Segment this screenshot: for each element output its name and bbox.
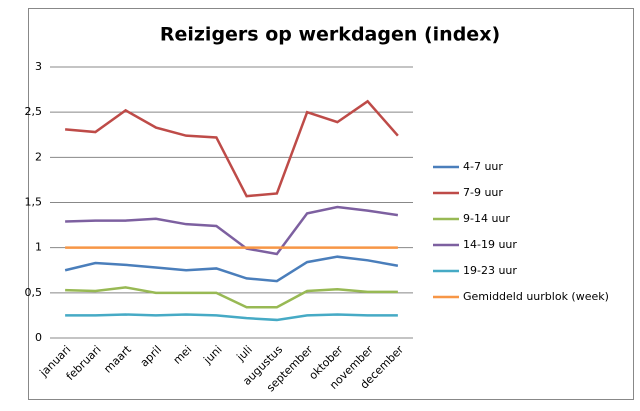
y-tick-label: 3 xyxy=(35,60,42,73)
line-series xyxy=(65,205,399,256)
line-series xyxy=(64,255,399,283)
legend-label: 14-19 uur xyxy=(463,238,517,251)
legend-label: 4-7 uur xyxy=(463,160,503,173)
legend-label: Gemiddeld uurblok (week) xyxy=(463,290,609,303)
legend-label: 9-14 uur xyxy=(463,212,510,225)
legend-label: 7-9 uur xyxy=(463,186,503,199)
chart-title: Reizigers op werkdagen (index) xyxy=(160,24,500,46)
y-tick-label: 0 xyxy=(35,331,42,344)
line-series xyxy=(65,313,398,322)
line-series xyxy=(65,99,399,198)
legend-label: 19-23 uur xyxy=(463,264,517,277)
chart-frame xyxy=(28,8,634,400)
y-tick-label: 0,5 xyxy=(25,286,43,299)
y-tick-label: 1 xyxy=(35,241,42,254)
y-tick-label: 2,5 xyxy=(25,105,43,118)
y-tick-label: 1,5 xyxy=(25,196,43,209)
line-series xyxy=(65,286,398,309)
y-tick-label: 2 xyxy=(35,150,42,163)
